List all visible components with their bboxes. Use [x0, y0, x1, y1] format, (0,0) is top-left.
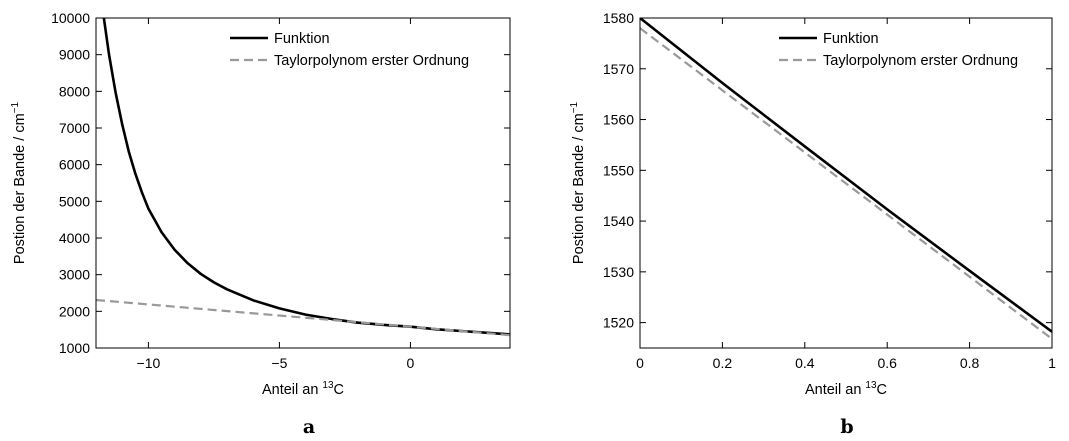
series-line-taylor — [96, 298, 510, 337]
legend-entry: Taylorpolynom erster Ordnung — [823, 53, 1018, 69]
series-line-function — [640, 18, 1052, 333]
x-axis-label: Anteil an 13C — [805, 380, 887, 398]
y-tick-label: 5000 — [59, 193, 90, 209]
y-tick-label: 1530 — [603, 264, 634, 280]
series-group — [96, 18, 510, 337]
y-axis-label-sup: −1 — [10, 101, 21, 113]
y-tick-label: 1580 — [603, 10, 634, 26]
axes-box — [95, 17, 511, 349]
x-axis-label-text: Anteil an — [262, 382, 322, 398]
x-axis-label-sup: 13 — [865, 380, 877, 391]
y-axis-label-text: Postion der Bande / cm — [571, 113, 587, 264]
y-tick-label: 1520 — [603, 315, 634, 331]
x-tick-label: −10 — [137, 355, 161, 371]
x-tick-label: 0.6 — [877, 355, 897, 371]
y-tick-label: 1570 — [603, 61, 634, 77]
y-tick-label: 10000 — [51, 10, 90, 26]
series-line-taylor — [640, 27, 1052, 340]
y-tick-label: 7000 — [59, 120, 90, 136]
panel-b: 0 0.2 0.4 0.6 0.8 1 1520 1530 1540 1550 1560 1570 15… — [569, 10, 1056, 438]
y-tick-label: 9000 — [59, 47, 90, 63]
panel-label: a — [303, 416, 315, 438]
x-tick-label: 0 — [407, 355, 415, 371]
y-axis-label: Postion der Bande / cm−1 — [569, 101, 587, 264]
y-tick-label: 1000 — [59, 340, 90, 356]
x-axis-label-suffix: C — [877, 382, 887, 398]
y-axis-label: Postion der Bande / cm−1 — [10, 101, 28, 264]
y-axis-label-sup: −1 — [569, 101, 580, 113]
x-tick-label: 0 — [636, 355, 644, 371]
x-tick-label: 0.4 — [795, 355, 815, 371]
x-axis-label-suffix: C — [334, 382, 344, 398]
x-tick-label: 1 — [1048, 355, 1056, 371]
legend-entry: Funktion — [823, 31, 879, 47]
x-axis-label-sup: 13 — [322, 380, 334, 391]
panel-a: −10 −5 0 1000 2000 3000 4000 5000 6000 7000 8000 90… — [10, 10, 511, 438]
x-axis-label-text: Anteil an — [805, 382, 865, 398]
y-tick-label: 1560 — [603, 112, 634, 128]
axes-box — [639, 17, 1053, 349]
y-axis-label-text: Postion der Bande / cm — [12, 113, 28, 264]
y-tick-label: 2000 — [59, 303, 90, 319]
panel-label: b — [840, 416, 853, 438]
x-tick-label: 0.2 — [713, 355, 733, 371]
y-tick-label: 1540 — [603, 213, 634, 229]
x-tick-label: 0.8 — [960, 355, 980, 371]
x-axis-label: Anteil an 13C — [262, 380, 344, 398]
y-tick-label: 8000 — [59, 83, 90, 99]
legend-entry: Taylorpolynom erster Ordnung — [274, 53, 469, 69]
y-tick-label: 4000 — [59, 230, 90, 246]
series-group — [640, 18, 1052, 340]
y-tick-label: 6000 — [59, 157, 90, 173]
x-tick-label: −5 — [271, 355, 287, 371]
y-tick-label: 1550 — [603, 162, 634, 178]
legend-entry: Funktion — [274, 31, 330, 47]
y-tick-label: 3000 — [59, 267, 90, 283]
